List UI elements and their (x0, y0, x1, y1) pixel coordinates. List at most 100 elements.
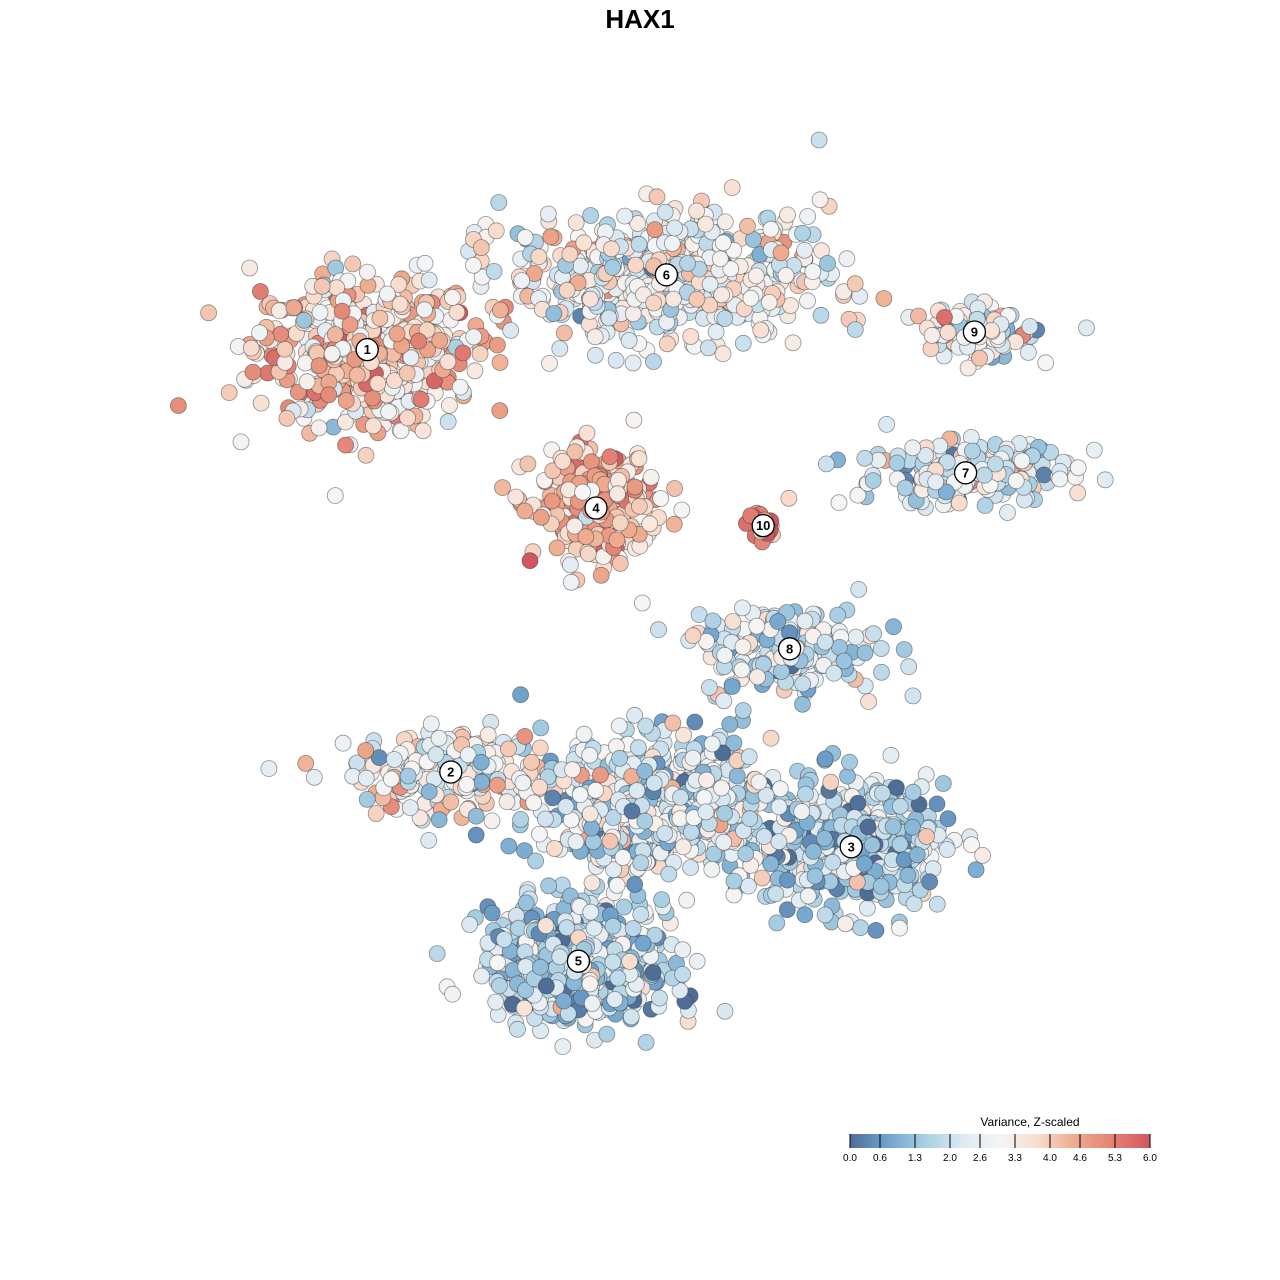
data-point (674, 838, 692, 856)
data-point (700, 339, 717, 357)
data-point (566, 443, 584, 461)
data-point (704, 612, 722, 630)
data-point (382, 770, 400, 788)
data-point (398, 364, 416, 382)
data-point (357, 446, 375, 464)
data-point (779, 206, 796, 224)
data-point (487, 222, 505, 240)
data-point (430, 811, 448, 829)
data-point (305, 768, 323, 786)
data-point (777, 267, 795, 284)
data-point (581, 805, 599, 823)
data-point (872, 640, 890, 657)
data-point (567, 833, 585, 851)
data-point (285, 299, 303, 317)
data-point (904, 818, 921, 836)
data-point (646, 926, 664, 944)
data-point (488, 776, 506, 794)
data-point (740, 877, 757, 895)
data-point (607, 351, 625, 369)
data-point (500, 837, 518, 855)
data-point (666, 219, 683, 237)
data-point (748, 617, 766, 635)
data-point (169, 397, 187, 415)
data-point (483, 904, 501, 922)
data-point (313, 277, 331, 295)
data-point (371, 309, 389, 327)
data-point (816, 830, 833, 847)
data-point (939, 810, 957, 828)
data-point (592, 566, 610, 584)
data-point (537, 810, 554, 828)
data-point (582, 903, 600, 921)
data-point (430, 729, 448, 747)
data-point (581, 975, 599, 993)
data-point (531, 778, 548, 796)
data-point (650, 621, 667, 639)
data-point (391, 295, 409, 313)
data-point (295, 311, 313, 329)
data-point (780, 489, 798, 507)
data-point (841, 753, 858, 771)
data-point (420, 832, 438, 849)
data-point (439, 413, 457, 431)
data-point (674, 966, 691, 983)
cluster-label-text: 2 (447, 765, 454, 780)
data-point (698, 771, 715, 789)
data-point (546, 840, 563, 857)
legend-tick-label: 2.0 (943, 1153, 957, 1164)
data-point (494, 479, 511, 497)
data-point (310, 357, 328, 375)
cluster-label-9: 9 (962, 320, 987, 344)
data-point (645, 353, 662, 371)
data-point (816, 906, 834, 924)
data-point (663, 234, 681, 252)
data-point (517, 894, 535, 912)
data-point (852, 919, 869, 937)
data-point (411, 809, 429, 827)
data-point (645, 774, 663, 792)
data-point (734, 334, 752, 352)
data-point (928, 895, 946, 913)
data-point (632, 906, 650, 923)
data-point (582, 207, 599, 224)
data-point (838, 250, 856, 268)
data-point (918, 828, 935, 845)
data-point (934, 775, 952, 792)
cluster-label-7: 7 (953, 461, 978, 485)
data-point (517, 981, 534, 999)
data-point (835, 283, 853, 301)
data-point (908, 846, 926, 864)
data-point (703, 735, 721, 753)
data-point (811, 191, 829, 209)
data-point (548, 539, 566, 557)
data-point (341, 316, 359, 334)
data-point (652, 490, 670, 507)
data-point (625, 411, 643, 429)
data-point (601, 448, 619, 466)
data-point (487, 993, 505, 1011)
data-point (971, 349, 988, 367)
data-point (542, 228, 560, 246)
data-point (859, 818, 877, 836)
data-point (388, 325, 406, 343)
data-point (860, 693, 877, 710)
data-point (514, 774, 532, 792)
data-point (768, 914, 786, 932)
data-point (380, 403, 398, 421)
data-point (799, 292, 816, 310)
data-point (442, 793, 460, 811)
data-point (642, 468, 660, 486)
data-point (656, 203, 674, 221)
data-point (600, 309, 618, 327)
data-point (491, 301, 509, 319)
data-point (1013, 452, 1031, 470)
data-point (516, 728, 534, 745)
data-point (610, 717, 628, 735)
data-point (796, 241, 813, 259)
data-point (847, 628, 865, 646)
data-point (491, 402, 509, 420)
data-point (779, 871, 796, 889)
data-point (611, 555, 629, 572)
data-point (819, 254, 836, 272)
